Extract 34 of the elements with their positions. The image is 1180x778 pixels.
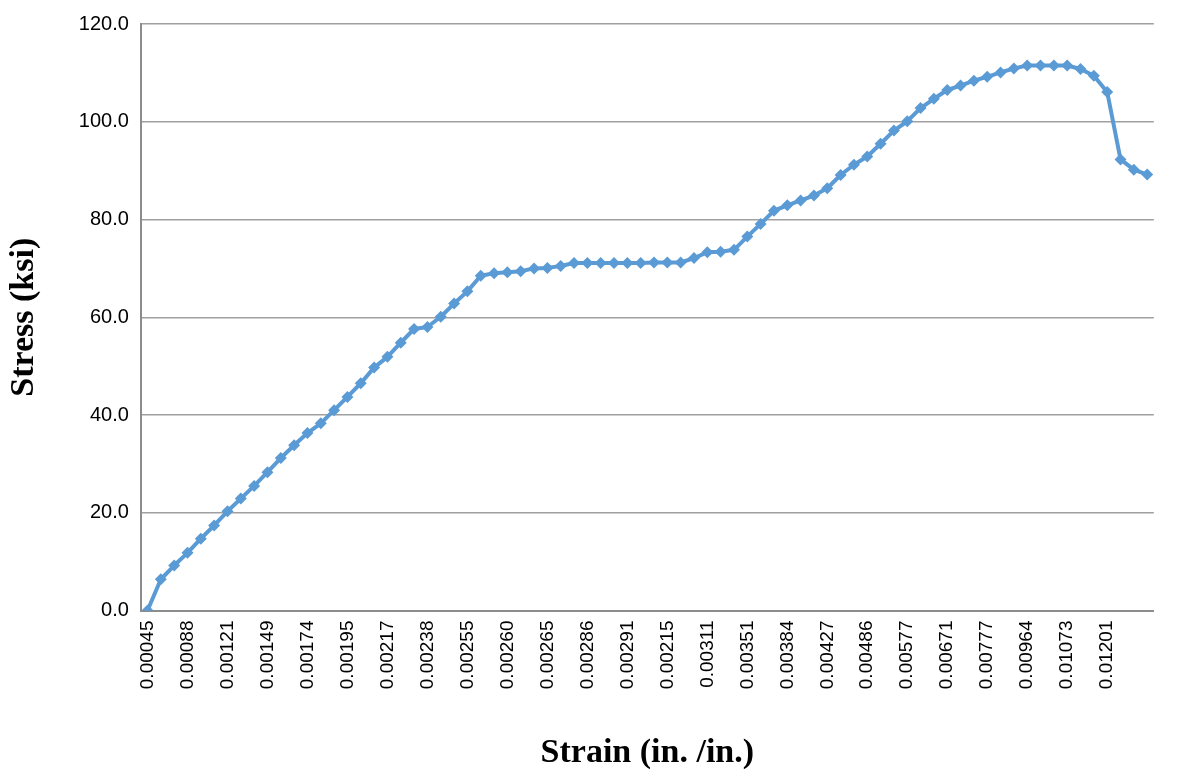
x-tick-label: 0.00215 <box>655 620 677 690</box>
y-tick-label: 120.0 <box>78 11 129 34</box>
x-tick-label: 0.00149 <box>255 620 277 690</box>
x-tick-label: 0.00121 <box>215 620 237 690</box>
x-tick-label: 0.00286 <box>575 620 597 690</box>
x-tick-label: 0.00174 <box>295 620 317 690</box>
y-axis-title: Stress (ksi) <box>3 237 42 397</box>
x-tick-label: 0.00088 <box>175 620 197 690</box>
x-tick-label: 0.00311 <box>695 620 717 688</box>
x-tick-label: 0.00671 <box>935 620 957 690</box>
x-tick-label: 0.00255 <box>455 620 477 690</box>
x-tick-label: 0.00238 <box>415 620 437 690</box>
x-tick-label: 0.00427 <box>815 620 837 690</box>
x-tick-label: 0.00384 <box>775 620 797 690</box>
y-tick-label: 80.0 <box>89 207 129 230</box>
y-tick-label: 20.0 <box>89 500 129 523</box>
x-tick-label: 0.00195 <box>335 620 357 690</box>
y-tick-label: 100.0 <box>78 109 129 132</box>
x-axis-title: Strain (in. /in.) <box>540 732 755 771</box>
y-tick-label: 60.0 <box>89 304 129 327</box>
x-tick-label: 0.00577 <box>895 620 917 690</box>
x-tick-label: 0.00964 <box>1015 620 1037 690</box>
x-tick-label: 0.00045 <box>135 620 157 690</box>
x-tick-label: 0.01073 <box>1055 620 1077 690</box>
y-tick-label: 40.0 <box>89 402 129 425</box>
x-tick-label: 0.01201 <box>1095 620 1117 690</box>
x-tick-label: 0.00351 <box>735 620 757 690</box>
x-tick-label: 0.00265 <box>535 620 557 690</box>
x-tick-label: 0.00486 <box>855 620 877 690</box>
x-tick-label: 0.00777 <box>975 620 997 690</box>
x-tick-label: 0.00291 <box>615 620 637 690</box>
x-tick-label: 0.00260 <box>495 620 517 690</box>
x-tick-label: 0.00217 <box>375 620 397 690</box>
y-tick-label: 0.0 <box>101 598 129 621</box>
